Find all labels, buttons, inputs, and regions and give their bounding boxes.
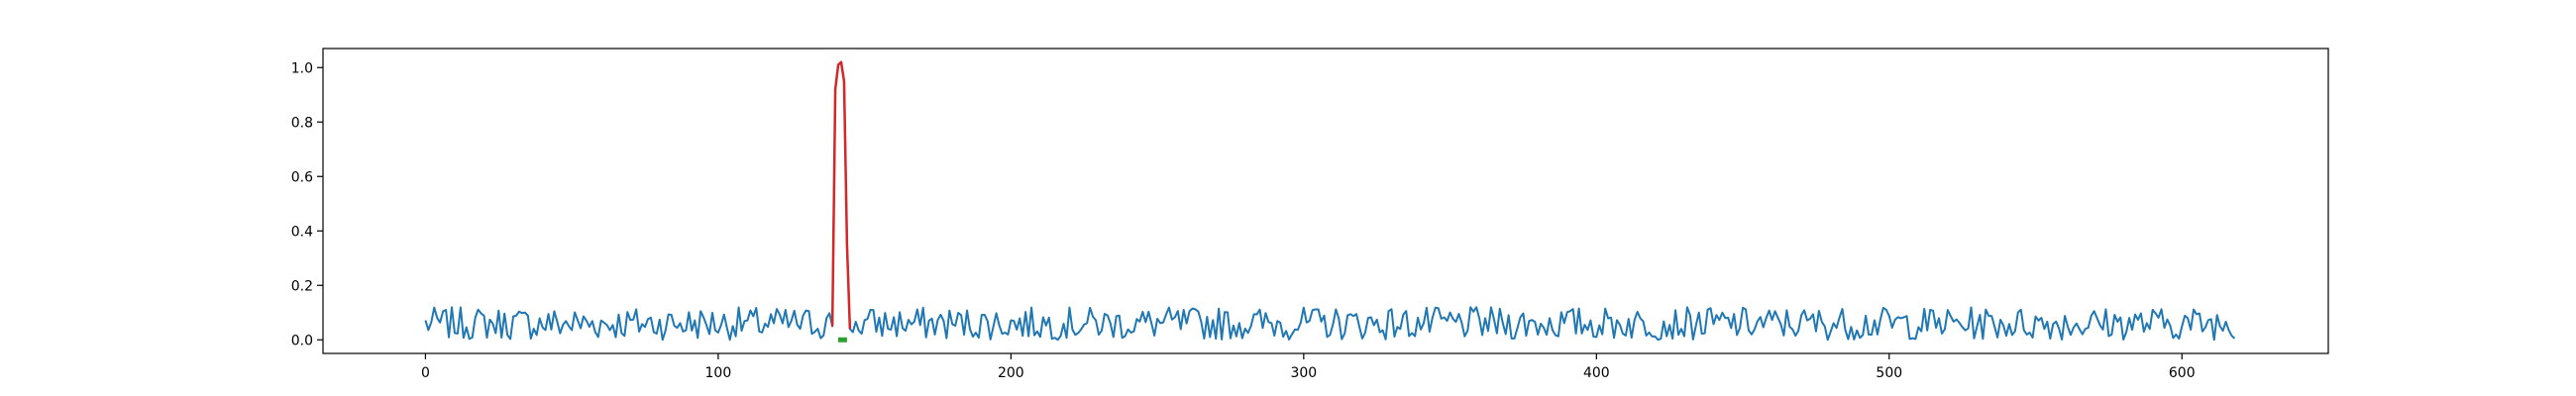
x-tick-label: 100 (705, 365, 732, 381)
series-peak-line (830, 60, 852, 330)
plot-area (424, 60, 2236, 343)
y-tick-label: 0.2 (291, 278, 313, 294)
y-tick-label: 0.8 (291, 115, 313, 131)
y-tick-label: 0.4 (291, 224, 313, 240)
axes-frame (322, 48, 2329, 354)
x-tick-label: 400 (1583, 365, 1610, 381)
y-tick-label: 0.6 (291, 169, 313, 185)
x-tick-label: 0 (421, 365, 430, 381)
x-tick-label: 200 (998, 365, 1024, 381)
y-axis: 0.0 0.2 0.4 0.6 0.8 1.0 (291, 60, 323, 348)
y-tick-label: 1.0 (291, 60, 313, 76)
series-baseline-line (424, 60, 2236, 342)
x-tick-label: 300 (1290, 365, 1317, 381)
x-tick-label: 600 (2169, 365, 2196, 381)
x-tick-label: 500 (1876, 365, 1902, 381)
x-axis: 0 100 200 300 400 500 600 (421, 353, 2196, 381)
y-tick-label: 0.0 (291, 333, 313, 348)
